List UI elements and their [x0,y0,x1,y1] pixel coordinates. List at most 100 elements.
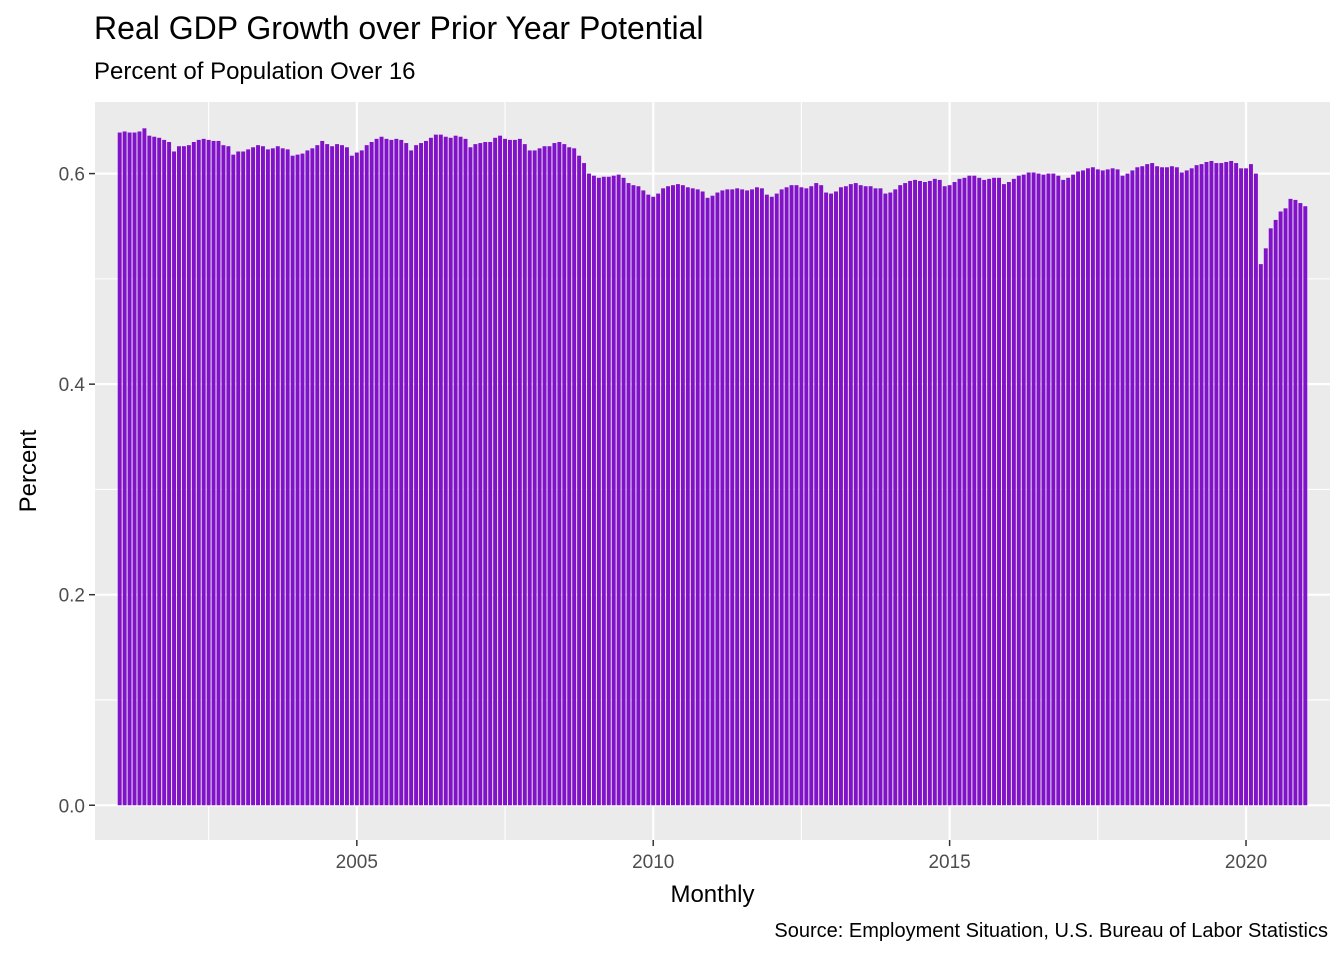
bar [720,190,725,806]
bar [1204,162,1209,806]
x-tick-label: 2005 [336,852,378,873]
bar [241,151,246,806]
bar-series [117,128,1308,806]
bar [167,142,172,806]
bar [809,186,814,806]
bar [1244,168,1248,806]
bar [493,137,498,806]
bar [764,194,769,806]
bar [745,190,750,806]
bar [878,188,883,806]
bar [918,180,922,806]
bar [774,193,779,806]
bar [1268,228,1273,806]
bar [547,146,552,806]
bar [280,148,285,806]
bar [236,151,241,806]
bar [478,143,483,806]
bar [1184,170,1189,806]
bar [265,149,270,806]
bar [601,176,606,806]
bar [1189,168,1194,806]
bar [1090,167,1095,806]
bar [656,193,661,806]
y-tick-label: 0.6 [59,165,85,186]
bar [572,148,577,806]
bar [789,185,794,806]
bar [1071,174,1076,806]
bar [428,137,433,806]
bar [1288,198,1293,806]
bar [903,183,908,806]
y-tick-label: 0.2 [59,586,85,607]
bar [675,184,680,806]
bar [290,155,295,806]
bar [577,155,582,806]
bar [1293,199,1298,806]
bar [344,147,349,806]
bar [725,189,730,806]
bar [206,139,211,806]
bar [122,131,127,806]
bar [680,185,685,806]
bar [1179,172,1184,806]
bar [172,151,177,806]
bar [952,182,957,806]
bar [735,188,740,806]
bar [542,146,547,806]
bar [1214,163,1219,806]
bar [754,187,759,806]
y-tick-label: 0.0 [59,796,85,817]
bar [1253,173,1258,806]
bar [666,186,671,806]
bar [527,150,532,806]
bar [616,174,621,806]
bar [1229,160,1234,806]
bar [256,145,260,806]
bar [1145,164,1150,806]
bar [409,150,414,806]
bar [162,139,167,806]
bar [661,188,666,806]
bar [779,189,784,806]
bar [419,143,424,806]
bar [873,188,878,806]
bar [1046,173,1051,806]
bar [705,197,710,806]
bar [671,185,675,806]
bar [794,185,799,806]
bar [270,148,275,806]
bar [606,176,611,806]
bar [834,191,838,806]
bar [987,178,992,806]
bar [142,128,147,806]
bar [1199,164,1204,806]
bar [1110,168,1115,806]
bar [843,186,848,806]
y-axis: 0.0 0.2 0.4 0.6 [59,165,95,817]
bar [394,138,399,806]
bar [275,146,280,806]
bar [557,142,562,806]
bar [507,139,512,806]
y-tick-label: 0.4 [59,375,86,396]
bar [251,147,256,806]
bar [1248,164,1253,806]
bar [300,153,305,806]
bar [636,186,641,806]
bar [374,138,379,806]
bar [226,146,231,806]
bar [567,147,572,806]
bar [740,189,745,806]
bar [1085,168,1090,806]
bar [922,182,927,806]
bar [888,192,893,806]
bar [893,189,898,806]
bar [157,137,162,806]
bar [369,142,374,806]
bar [562,144,567,806]
bar [1239,168,1244,806]
bar [863,186,868,806]
bar [992,177,997,806]
bar [972,175,977,806]
